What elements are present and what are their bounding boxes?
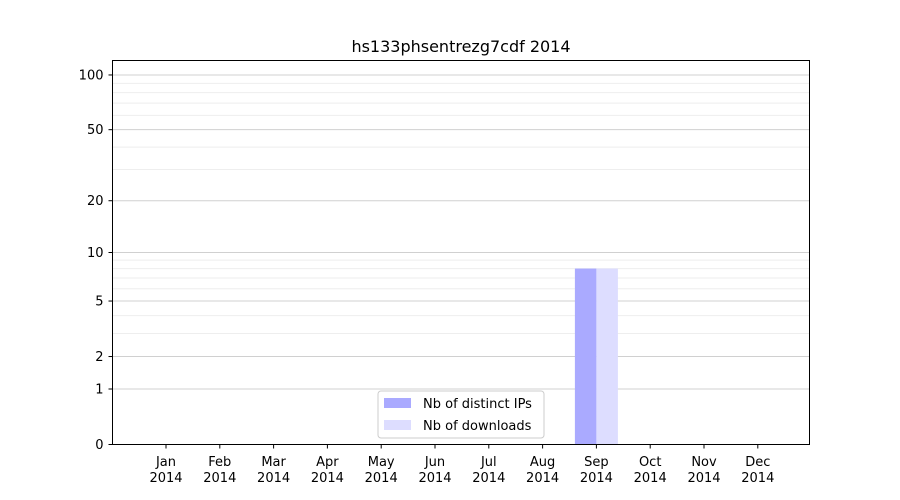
x-tick-label-month: Jun xyxy=(424,455,445,470)
legend-swatch-downloads xyxy=(384,420,411,430)
x-tick-label-year: 2014 xyxy=(149,471,182,486)
bars xyxy=(574,268,618,445)
x-tick-label-year: 2014 xyxy=(311,471,344,486)
x-tick-label-year: 2014 xyxy=(634,471,667,486)
x-tick-label-year: 2014 xyxy=(365,471,398,486)
x-tick-label-month: Nov xyxy=(691,455,717,470)
y-tick-label: 5 xyxy=(95,295,103,310)
x-tick-label-month: Sep xyxy=(584,455,609,470)
x-tick-label-year: 2014 xyxy=(203,471,236,486)
x-axis: Jan2014Feb2014Mar2014Apr2014May2014Jun20… xyxy=(149,444,774,486)
x-tick-label-year: 2014 xyxy=(472,471,505,486)
legend-box xyxy=(377,390,545,439)
y-tick-label: 2 xyxy=(95,350,103,365)
x-tick-label-year: 2014 xyxy=(418,471,451,486)
y-tick-label: 10 xyxy=(87,246,104,261)
x-tick-label-year: 2014 xyxy=(687,471,720,486)
y-tick-label: 1 xyxy=(95,382,103,397)
x-tick-label-year: 2014 xyxy=(741,471,774,486)
x-tick-label-month: Mar xyxy=(261,455,286,470)
bar-distinct-ips-sep xyxy=(574,268,597,445)
x-tick-label-month: Oct xyxy=(639,455,661,470)
legend-label-downloads: Nb of downloads xyxy=(423,419,532,434)
y-tick-label: 0 xyxy=(95,438,103,453)
grid-lines xyxy=(112,74,810,445)
y-tick-label: 50 xyxy=(87,123,104,138)
legend-label-ips: Nb of distinct IPs xyxy=(423,397,532,412)
chart-title: hs133phsentrezg7cdf 2014 xyxy=(351,37,570,56)
x-tick-label-month: Dec xyxy=(745,455,770,470)
y-tick-label: 20 xyxy=(87,194,104,209)
y-tick-label: 100 xyxy=(79,68,104,83)
x-tick-label-year: 2014 xyxy=(526,471,559,486)
x-tick-label-month: Jul xyxy=(480,455,497,470)
x-tick-label-month: Aug xyxy=(530,455,555,470)
bar-downloads-sep xyxy=(596,268,618,445)
legend-swatch-ips xyxy=(384,398,411,408)
x-tick-label-month: Jan xyxy=(155,455,176,470)
x-tick-label-month: May xyxy=(368,455,395,470)
legend: Nb of distinct IPs Nb of downloads xyxy=(377,390,545,439)
y-axis: 0 1 2 5 10 20 50 100 xyxy=(79,68,113,453)
x-tick-label-month: Apr xyxy=(316,455,339,470)
x-tick-label-month: Feb xyxy=(208,455,231,470)
x-tick-label-year: 2014 xyxy=(257,471,290,486)
x-tick-label-year: 2014 xyxy=(580,471,613,486)
